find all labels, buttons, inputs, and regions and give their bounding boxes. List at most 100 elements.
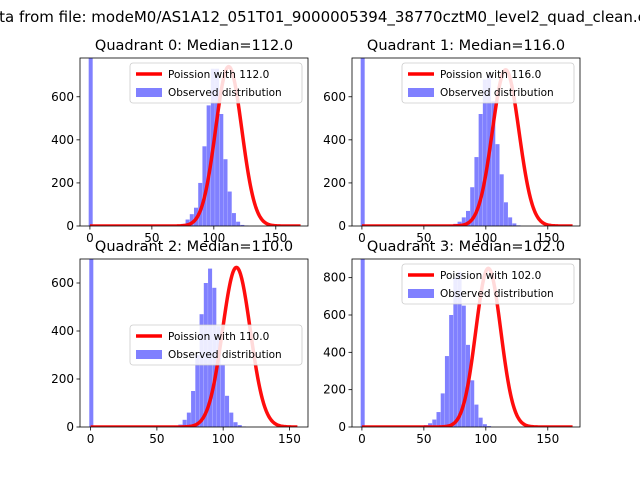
x-tick-label: 0 bbox=[358, 231, 366, 245]
histogram-bar bbox=[482, 79, 487, 226]
y-tick-label: 400 bbox=[323, 345, 346, 359]
axes-frame bbox=[79, 57, 309, 227]
legend-entry-hist: Observed distribution bbox=[168, 349, 282, 361]
quadrant-1-chart: 0 50 100 150 0 200 400 600 Quadrant 1: Median=11… bbox=[323, 38, 581, 245]
quadrant-title: Quadrant 2: Median=110.0 bbox=[95, 239, 293, 255]
histogram-bar bbox=[491, 101, 496, 226]
histogram-bar bbox=[474, 404, 479, 427]
y-tick-label: 600 bbox=[51, 90, 74, 104]
histogram-bar bbox=[227, 191, 232, 226]
histogram-bar bbox=[495, 144, 500, 226]
legend-entry-fit: Poission with 110.0 bbox=[168, 331, 269, 343]
quadrant-title: Quadrant 0: Median=112.0 bbox=[95, 38, 293, 54]
y-tick-label: 0 bbox=[66, 219, 74, 233]
histogram-bar bbox=[223, 159, 228, 226]
axes-frame bbox=[351, 57, 581, 227]
x-tick-label: 150 bbox=[278, 432, 301, 446]
legend-entry-fit: Poission with 112.0 bbox=[168, 69, 269, 81]
histogram-bar bbox=[233, 422, 238, 427]
histogram-bar bbox=[225, 395, 230, 427]
histogram-bar bbox=[216, 326, 221, 427]
figure-suptitle: Data from file: modeM0/AS1A12_051T01_900… bbox=[0, 8, 640, 27]
x-tick-label: 0 bbox=[358, 432, 366, 446]
histogram-bar bbox=[240, 224, 245, 226]
legend-entry-hist: Observed distribution bbox=[440, 87, 554, 99]
histogram-bar bbox=[236, 221, 241, 226]
x-tick-label: 50 bbox=[416, 231, 431, 245]
histogram-bar bbox=[360, 58, 365, 226]
histogram-bar bbox=[182, 419, 187, 427]
histogram-bar bbox=[215, 68, 220, 226]
histogram-bar bbox=[487, 426, 492, 427]
y-tick-label: 600 bbox=[323, 90, 346, 104]
poisson-fit-line bbox=[361, 68, 573, 226]
histogram-bar bbox=[478, 417, 483, 427]
histogram-bar bbox=[237, 425, 242, 427]
x-tick-label: 50 bbox=[149, 432, 164, 446]
quadrant-0-chart: 0 50 100 150 0 200 400 600 Quadrant 0: Median=11… bbox=[51, 38, 309, 245]
x-tick-label: 100 bbox=[212, 432, 235, 446]
legend-entry-hist: Observed distribution bbox=[168, 87, 282, 99]
y-tick-label: 400 bbox=[51, 324, 74, 338]
histogram-bar bbox=[199, 314, 204, 427]
x-tick-label: 50 bbox=[144, 231, 159, 245]
histogram-bar bbox=[432, 419, 437, 427]
x-tick-label: 100 bbox=[474, 432, 497, 446]
poisson-fit-line bbox=[90, 265, 298, 427]
axes-frame bbox=[351, 258, 581, 428]
quadrant-2-chart: 0 50 100 150 0 200 400 600 Quadrant 2: Median=11… bbox=[51, 239, 309, 446]
legend: Poission with 112.0 Observed distribution bbox=[129, 62, 303, 104]
x-tick-label: 100 bbox=[202, 231, 225, 245]
x-tick-label: 100 bbox=[474, 231, 497, 245]
legend-patch-icon bbox=[408, 88, 434, 97]
legend: Poission with 110.0 Observed distribution bbox=[129, 324, 303, 366]
quadrant-title: Quadrant 3: Median=102.0 bbox=[367, 239, 565, 255]
histogram-bar bbox=[449, 315, 454, 427]
quadrant-title: Quadrant 1: Median=116.0 bbox=[367, 38, 565, 54]
histogram-bar bbox=[185, 219, 190, 226]
histogram-bar bbox=[202, 146, 207, 226]
histogram-bar bbox=[189, 214, 194, 226]
histogram-bar bbox=[440, 393, 445, 427]
histogram-bar bbox=[88, 58, 93, 226]
y-tick-label: 0 bbox=[338, 420, 346, 434]
histogram-bar bbox=[474, 157, 479, 226]
histogram-bar bbox=[186, 412, 191, 427]
y-tick-label: 800 bbox=[323, 271, 346, 285]
histogram-bar bbox=[198, 182, 203, 226]
histogram-bar bbox=[512, 223, 517, 226]
y-tick-label: 200 bbox=[323, 176, 346, 190]
x-tick-label: 150 bbox=[264, 231, 287, 245]
histogram-bar bbox=[461, 305, 466, 427]
histogram-bar bbox=[231, 213, 236, 226]
x-tick-label: 0 bbox=[87, 432, 95, 446]
legend: Poission with 102.0 Observed distribution bbox=[401, 263, 575, 305]
histogram-bar bbox=[229, 412, 234, 427]
poisson-fit-line bbox=[89, 64, 301, 226]
histogram-bar bbox=[360, 259, 365, 427]
legend-box bbox=[129, 324, 303, 366]
histogram-bar bbox=[457, 272, 462, 427]
histogram-bar bbox=[470, 187, 475, 226]
y-tick-label: 600 bbox=[323, 308, 346, 322]
legend-box bbox=[129, 62, 303, 104]
y-tick-label: 200 bbox=[51, 372, 74, 386]
legend-box bbox=[401, 263, 575, 305]
histogram-bar bbox=[444, 356, 449, 427]
x-tick-label: 0 bbox=[86, 231, 94, 245]
histogram-bar bbox=[503, 202, 508, 226]
legend: Poission with 116.0 Observed distribution bbox=[401, 62, 575, 104]
histogram-bar bbox=[219, 114, 224, 226]
x-tick-label: 50 bbox=[416, 432, 431, 446]
y-tick-label: 200 bbox=[323, 383, 346, 397]
histogram-bar bbox=[482, 424, 487, 427]
y-tick-label: 0 bbox=[66, 420, 74, 434]
x-tick-label: 150 bbox=[536, 231, 559, 245]
legend-patch-icon bbox=[136, 88, 162, 97]
histogram-bar bbox=[195, 355, 200, 427]
histogram-bar bbox=[478, 114, 483, 226]
histogram-bar bbox=[461, 217, 466, 226]
histogram-bar bbox=[453, 277, 458, 427]
legend-box bbox=[401, 62, 575, 104]
